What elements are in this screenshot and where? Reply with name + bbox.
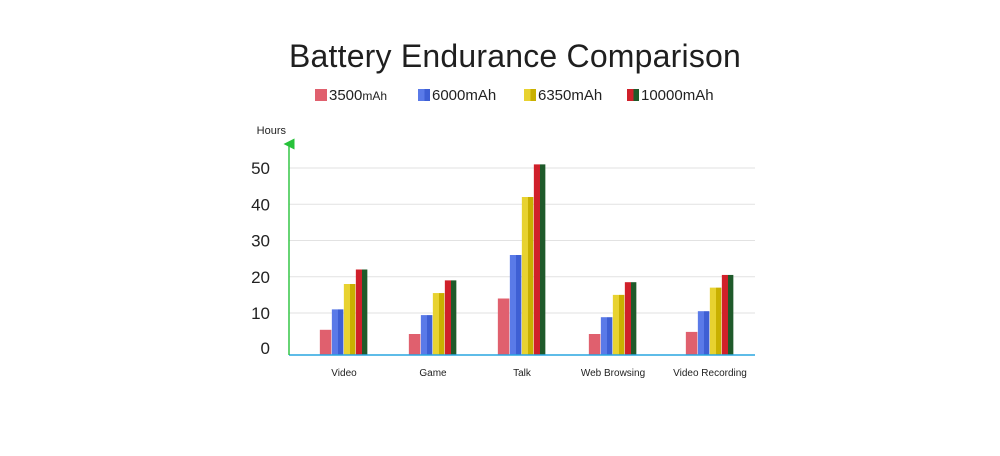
legend-swatch: [418, 89, 430, 101]
bar: [408, 334, 421, 355]
bar-rect: [721, 274, 734, 355]
bar-rect: [509, 255, 522, 355]
legend-item: 6000mAh: [418, 87, 496, 104]
y-tick-label: 30: [251, 232, 270, 251]
bar: [444, 280, 457, 355]
legend-label: 3500mAh: [329, 87, 387, 104]
bar: [355, 269, 368, 355]
legend-label: 6350mAh: [538, 87, 602, 104]
bar-rect: [497, 298, 510, 355]
bar: [612, 294, 625, 355]
legend-item: 6350mAh: [524, 87, 602, 104]
x-tick-label: Video: [331, 368, 357, 379]
y-tick-label: 20: [251, 268, 270, 287]
bar: [697, 311, 710, 355]
bar-rect: [624, 282, 637, 355]
chart-title: Battery Endurance Comparison: [288, 38, 742, 74]
bar: [420, 315, 433, 355]
bar: [319, 329, 332, 355]
bar: [685, 331, 698, 355]
bar-rect: [432, 293, 445, 355]
bar: [331, 309, 344, 355]
bar: [588, 334, 601, 355]
x-tick-label: Video Recording: [673, 368, 747, 379]
bar-rect: [600, 317, 613, 355]
legend-item: 3500mAh: [315, 87, 387, 104]
bar: [432, 293, 445, 355]
bar-rect: [355, 269, 368, 355]
bar-rect: [331, 309, 344, 355]
bar: [624, 282, 637, 355]
bar-rect: [697, 311, 710, 355]
legend-label-unit: mAh: [362, 89, 387, 103]
bar: [709, 287, 722, 355]
axes: [283, 138, 755, 356]
bar-rect: [685, 331, 698, 355]
bar: [533, 164, 546, 355]
bar-rect: [319, 329, 332, 355]
y-axis-label: Hours: [257, 125, 287, 137]
bar: [721, 274, 734, 355]
bar-rect: [444, 280, 457, 355]
tick-labels: 0 10 20 30 40 50 Hours Video Game Talk Web Browsin…: [251, 125, 747, 379]
bar-rect: [588, 334, 601, 355]
x-tick-label: Game: [419, 368, 447, 379]
bar-rect: [408, 334, 421, 355]
bar-rect: [343, 284, 356, 355]
y-tick-label: 40: [251, 195, 270, 214]
y-tick-label: 0: [261, 339, 270, 358]
legend-swatch: [627, 89, 639, 101]
legend-label: 6000mAh: [432, 87, 496, 104]
legend-swatch: [524, 89, 536, 101]
y-tick-label: 50: [251, 159, 270, 178]
bar-rect: [420, 315, 433, 355]
bar: [509, 255, 522, 355]
bar: [521, 197, 534, 355]
bars: [319, 164, 734, 355]
x-tick-label: Web Browsing: [581, 368, 645, 379]
legend-label-main: 3500: [329, 87, 362, 104]
legend: 3500mAh 6000mAh 6350mAh 10000mAh: [315, 87, 714, 104]
legend-swatch: [315, 89, 327, 101]
bar-rect: [709, 287, 722, 355]
bar-rect: [521, 197, 534, 355]
bar: [600, 317, 613, 355]
bar-rect: [612, 294, 625, 355]
x-tick-label: Talk: [513, 368, 532, 379]
y-tick-label: 10: [251, 304, 270, 323]
bar-rect: [533, 164, 546, 355]
bar: [497, 298, 510, 355]
legend-item: 10000mAh: [627, 87, 714, 104]
legend-label: 10000mAh: [641, 87, 714, 104]
bar: [343, 284, 356, 355]
